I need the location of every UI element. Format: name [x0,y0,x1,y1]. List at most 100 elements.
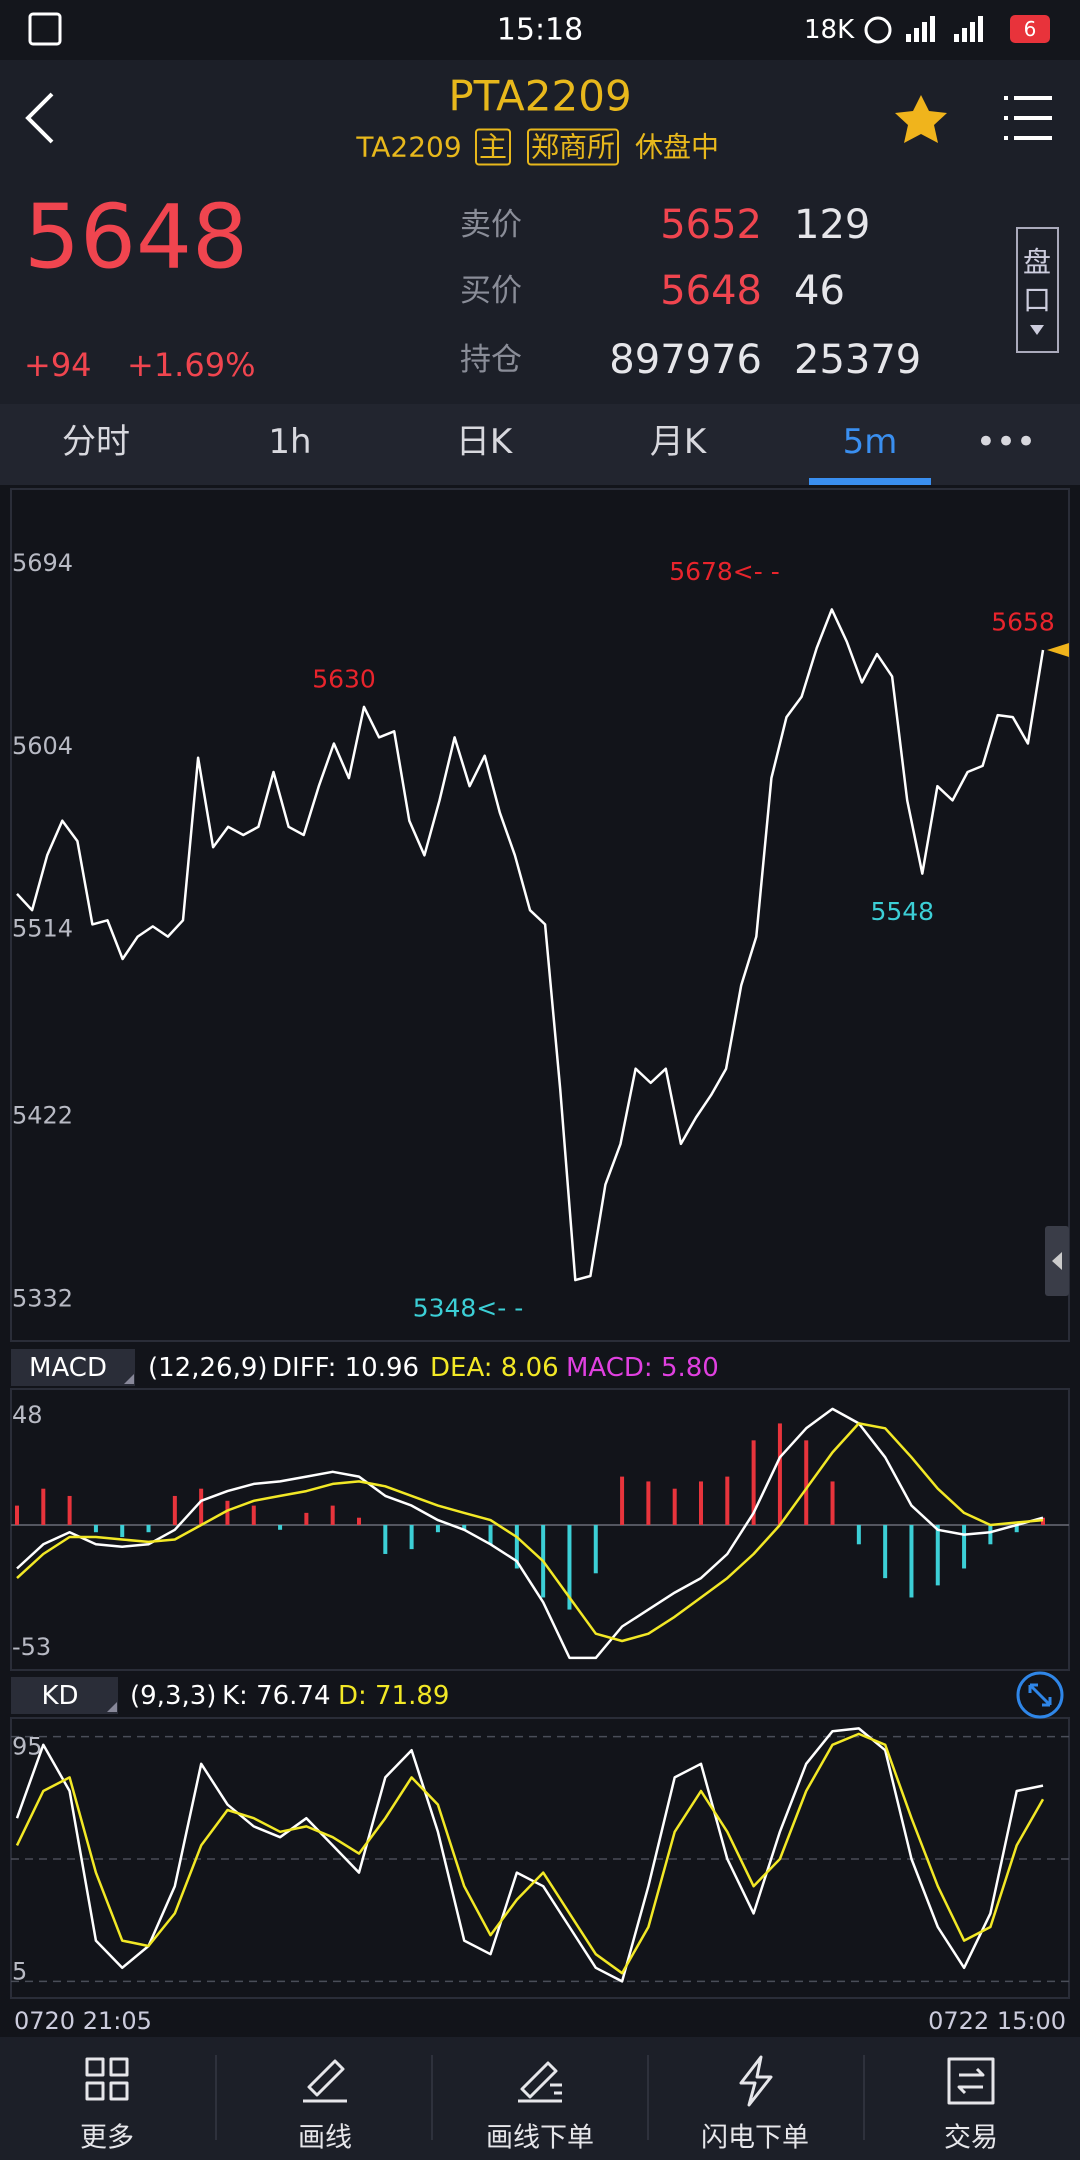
back-button[interactable] [25,92,54,144]
net-speed: 18K [804,15,855,45]
y-tick-label: 5694 [12,549,73,577]
macd-bar [120,1524,125,1538]
macd-bar [830,1481,835,1525]
depth-button-label: 口 [1023,284,1051,317]
tab[interactable]: ••• [976,422,1036,462]
row-price: 897976 [609,337,762,383]
kd-tab[interactable] [11,1677,118,1714]
macd-bar [962,1524,967,1569]
kd-params: (9,3,3) [130,1681,216,1711]
kd-frame [10,1717,1070,1999]
trade-status: 休盘中 [635,131,719,164]
price-annotation: 5630 [312,664,376,693]
y-tick-label: -53 [12,1633,51,1661]
macd-bar [909,1524,914,1598]
macd-bar [304,1512,309,1525]
change-pct: +1.69% [127,346,255,384]
macd-tab-arrow [124,1374,134,1384]
macd-bar [199,1488,204,1525]
last-price-marker [1047,643,1069,658]
macd-bar [567,1524,572,1610]
macd-title: MACD [29,1353,107,1383]
row-price: 5648 [660,268,762,314]
price-annotation: 5678<- - [669,557,780,586]
macd-bar [435,1524,440,1533]
macd-bar [488,1524,493,1545]
macd-bar [409,1524,414,1550]
fullscreen-button[interactable] [1016,1671,1064,1719]
nav-label[interactable]: 更多 [80,2123,134,2154]
macd-bar [856,1524,861,1545]
legend-entry: DIFF: 10.96 [272,1353,419,1383]
row-volume: 25379 [794,337,921,383]
nav-label[interactable]: 交易 [944,2123,998,2154]
clock: 15:18 [497,13,583,48]
menu-button[interactable] [1004,96,1052,140]
macd-bar [777,1423,782,1525]
macd-bar [67,1495,72,1525]
macd-bar [988,1524,993,1545]
main-tag: 主 [479,131,507,164]
row-volume: 129 [794,202,870,248]
favorite-star[interactable] [895,95,947,143]
change: +94 [24,346,92,384]
price-annotation: 5548 [870,897,934,926]
tab-underline [809,478,931,485]
status-icon [28,12,62,46]
macd-bar [278,1524,283,1530]
nav-icon [739,2055,773,2107]
kd-title: KD [41,1681,78,1711]
nav-icon [85,2057,129,2101]
tag-box [474,128,512,166]
macd-bar [804,1440,809,1525]
y-tick-label: 5422 [12,1102,73,1130]
macd-line [16,1422,1044,1643]
y-tick-label: 5604 [12,732,73,760]
macd-tab[interactable] [11,1349,135,1386]
chart-bg [0,485,1080,2037]
y-tick-label: 5 [12,1957,27,1985]
macd-bar [751,1440,756,1525]
nav-label[interactable]: 画线下单 [486,2123,594,2154]
macd-frame [10,1388,1070,1671]
last-price: 5648 [24,186,248,289]
alarm-icon [864,16,892,44]
y-tick-label: 48 [12,1401,43,1429]
depth-button-label: 盘 [1023,246,1051,279]
macd-bar [883,1524,888,1579]
tab[interactable]: 5m [843,422,898,462]
price-annotation: 5348<- - [413,1294,524,1323]
y-tick-label: 95 [12,1733,43,1761]
row-label: 卖价 [460,207,522,243]
macd-bar [330,1505,335,1525]
tab[interactable]: 月K [650,422,708,462]
macd-bar [383,1524,388,1554]
kd-line [15,1732,1045,1975]
price-frame [10,488,1070,1342]
macd-params: (12,26,9) [148,1353,268,1383]
macd-bar [93,1524,98,1533]
title: PTA2209 [448,72,631,121]
depth-arrow [1030,325,1044,335]
tab-bar [0,404,1080,485]
nav-label[interactable]: 画线 [298,2123,352,2154]
row-label: 持仓 [460,342,522,378]
tab[interactable]: 分时 [62,422,130,462]
tab[interactable]: 日K [456,422,514,462]
depth-button[interactable] [1016,227,1059,353]
kd-tab-arrow [107,1702,117,1712]
tab[interactable]: 1h [268,422,311,462]
nav-bar [0,2037,1080,2160]
macd-bar [593,1524,598,1574]
tag-box [526,128,620,166]
macd-bar [172,1495,177,1525]
macd-bar [15,1505,19,1525]
macd-bar [357,1517,361,1525]
macd-bar [725,1476,730,1525]
macd-bar [935,1524,940,1586]
status-bar [0,0,1080,60]
price-line [16,608,1045,1282]
nav-label[interactable]: 闪电下单 [701,2123,809,2154]
